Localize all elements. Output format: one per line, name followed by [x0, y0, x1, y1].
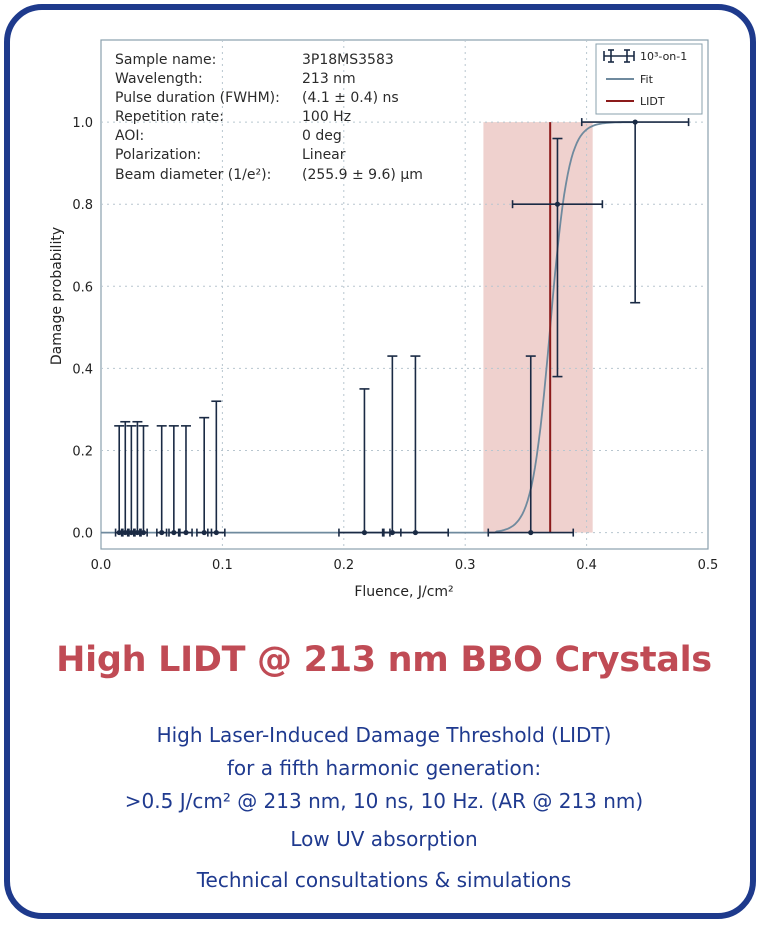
legend-label-fit: Fit	[640, 73, 654, 86]
point-marker	[183, 529, 189, 536]
description-line-2: for a fifth harmonic generation:	[226, 756, 542, 780]
point-marker	[554, 201, 561, 207]
legend-errorbar-icon	[603, 49, 635, 63]
y-tick-label: 0.8	[72, 198, 93, 213]
point-marker	[361, 529, 368, 536]
data-point-14	[487, 355, 575, 537]
legend-label-points: 10³-on-1	[640, 50, 687, 63]
x-tick-label: 0.0	[91, 558, 112, 573]
point-marker	[632, 119, 638, 125]
point-marker	[128, 529, 134, 536]
info-label-aoi: AOI:	[115, 128, 144, 144]
plot-area	[100, 39, 709, 550]
info-label-pulse: Pulse duration (FWHM):	[115, 90, 280, 106]
info-value-beam: (255.9 ± 9.6) µm	[302, 167, 423, 183]
data-point-16	[580, 118, 690, 304]
info-value-polarization: Linear	[302, 147, 346, 163]
y-tick-label: 0.2	[72, 444, 93, 459]
info-label-polarization: Polarization:	[115, 147, 201, 163]
feature-consultations: Technical consultations & simulations	[196, 868, 572, 892]
data-point-5	[138, 425, 149, 537]
y-tick-label: 0.4	[72, 362, 93, 377]
y-tick-label: 0.0	[72, 527, 93, 542]
info-label-beam: Beam diameter (1/e²):	[115, 167, 271, 183]
x-tick-label: 0.5	[698, 558, 719, 573]
data-point-8	[179, 425, 193, 537]
point-marker	[201, 529, 207, 536]
x-tick-label: 0.4	[576, 558, 597, 573]
data-point-6	[156, 425, 168, 537]
info-value-reprate: 100 Hz	[302, 109, 351, 125]
x-tick-label: 0.2	[333, 558, 354, 573]
data-point-2	[120, 420, 131, 537]
legend-label-lidt: LIDT	[640, 95, 665, 108]
data-point-7	[168, 425, 180, 537]
data-point-15	[511, 137, 604, 378]
point-marker	[528, 529, 534, 536]
info-label-wavelength: Wavelength:	[115, 71, 203, 87]
y-axis-label: Damage probability	[49, 227, 65, 365]
data-point-10	[207, 400, 226, 537]
point-marker	[213, 529, 219, 536]
x-axis-label: Fluence, J/cm²	[354, 584, 453, 600]
damage-probability-chart: 0.0 0.1 0.2 0.3 0.4 0.5 0.0 0.2 0.4 0.6 0.8 1.0 Sam…	[49, 39, 719, 600]
y-tick-label: 1.0	[72, 116, 93, 131]
info-value-wavelength: 213 nm	[302, 71, 356, 87]
feature-low-uv: Low UV absorption	[290, 827, 478, 851]
x-tick-label: 0.3	[455, 558, 476, 573]
point-marker	[171, 529, 177, 536]
point-marker	[140, 529, 147, 536]
info-label-sample: Sample name:	[115, 52, 216, 68]
description-line-3: >0.5 J/cm² @ 213 nm, 10 ns, 10 Hz. (AR @…	[124, 789, 644, 813]
legend: 10³-on-1 Fit LIDT	[595, 43, 703, 115]
data-point-13	[381, 355, 450, 537]
info-label-reprate: Repetition rate:	[115, 109, 224, 125]
y-tick-label: 0.6	[72, 280, 93, 295]
point-marker	[116, 529, 122, 536]
data-point-11	[338, 388, 391, 537]
headline: High LIDT @ 213 nm BBO Crystals	[56, 640, 712, 680]
info-value-sample: 3P18MS3583	[302, 52, 394, 68]
data-point-1	[114, 425, 125, 537]
lidt-uncertainty-band	[483, 122, 593, 533]
description-line-1: High Laser-Induced Damage Threshold (LID…	[156, 723, 612, 747]
point-marker	[122, 529, 128, 536]
point-marker	[412, 529, 419, 536]
point-marker	[134, 529, 141, 536]
point-marker	[159, 529, 165, 536]
x-tick-label: 0.1	[212, 558, 233, 573]
info-value-aoi: 0 deg	[302, 128, 342, 144]
info-table: Sample name: 3P18MS3583 Wavelength: 213 …	[115, 52, 423, 183]
info-value-pulse: (4.1 ± 0.4) ns	[302, 90, 399, 106]
data-point-4	[132, 420, 143, 537]
